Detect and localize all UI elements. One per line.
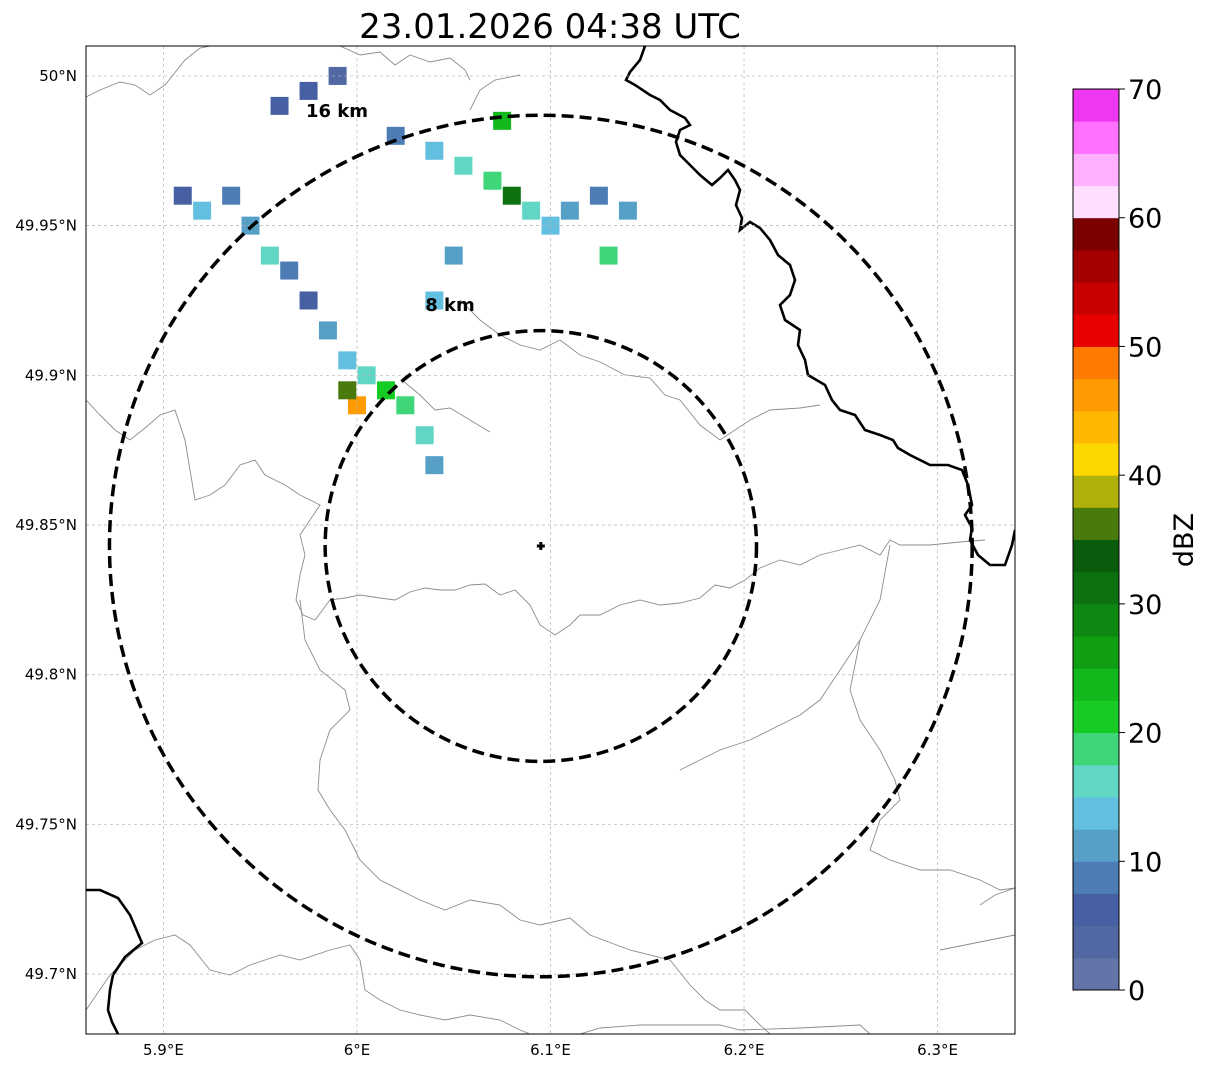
- colorbar-segment: [1073, 153, 1119, 187]
- reflectivity-cell: [599, 246, 618, 265]
- colorbar-segment: [1073, 764, 1119, 798]
- colorbar-tick-label: 10: [1128, 847, 1162, 878]
- colorbar-segment: [1073, 957, 1119, 991]
- map-frame-ticks: [86, 46, 1015, 1034]
- reflectivity-cell: [299, 291, 318, 310]
- reflectivity-cell: [444, 246, 463, 265]
- colorbar-segment: [1073, 732, 1119, 766]
- reflectivity-cell: [222, 186, 241, 205]
- colorbar-segment: [1073, 668, 1119, 701]
- reflectivity-cell: [357, 366, 376, 385]
- colorbar-segment: [1073, 217, 1119, 251]
- colorbar-ticks: 0 10 20 30 40 50 60 70: [1119, 75, 1162, 1007]
- reflectivity-cell: [338, 351, 357, 370]
- ring-label-16km: 16 km: [306, 101, 368, 122]
- reflectivity-cell: [338, 381, 357, 400]
- colorbar-segment: [1073, 410, 1119, 444]
- colorbar-tick-label: 20: [1128, 719, 1162, 750]
- colorbar: 0 10 20 30 40 50 60 70 dBZ: [1072, 75, 1200, 1007]
- colorbar-segment: [1073, 346, 1119, 380]
- reflectivity-cell: [589, 186, 608, 205]
- admin-boundaries: [86, 46, 1015, 1034]
- reflectivity-cell: [425, 141, 444, 160]
- colorbar-tick-label: 60: [1128, 204, 1162, 235]
- lat-tick-label: 49.75°N: [15, 815, 77, 833]
- range-rings: [107, 113, 974, 979]
- colorbar-segment: [1073, 539, 1119, 573]
- longitude-ticks: 5.9°E 6°E 6.1°E 6.2°E 6.3°E: [143, 1041, 958, 1059]
- reflectivity-cell: [193, 201, 212, 220]
- radar-site-marker: [536, 541, 545, 550]
- lon-tick-label: 6.2°E: [724, 1041, 765, 1059]
- colorbar-segment: [1073, 636, 1119, 669]
- map-area: 16 km 8 km: [85, 45, 1016, 1035]
- colorbar-tick-label: 40: [1128, 461, 1162, 492]
- colorbar-segment: [1073, 185, 1119, 219]
- reflectivity-cell: [280, 261, 299, 280]
- colorbar-tick-label: 70: [1128, 75, 1162, 106]
- lat-tick-label: 49.8°N: [25, 666, 77, 684]
- colorbar-segment: [1073, 925, 1119, 959]
- reflectivity-cell: [454, 156, 473, 175]
- latitude-ticks: 50°N 49.95°N 49.9°N 49.85°N 49.8°N 49.75°N 49.…: [15, 67, 77, 983]
- lon-tick-label: 6°E: [344, 1041, 371, 1059]
- colorbar-segment: [1073, 829, 1119, 862]
- map-title: 23.01.2026 04:38 UTC: [359, 7, 741, 47]
- reflectivity-cell: [425, 456, 444, 475]
- colorbar-segment: [1073, 700, 1119, 734]
- lat-tick-label: 50°N: [39, 67, 77, 85]
- lon-tick-label: 5.9°E: [143, 1041, 184, 1059]
- colorbar-label: dBZ: [1169, 513, 1200, 567]
- colorbar-tick-label: 50: [1128, 332, 1162, 363]
- colorbar-segments: [1073, 89, 1119, 991]
- reflectivity-cell: [502, 186, 521, 205]
- reflectivity-cell: [376, 381, 395, 400]
- reflectivity-cell: [270, 96, 289, 115]
- colorbar-segment: [1073, 507, 1119, 540]
- lon-tick-label: 6.1°E: [530, 1041, 571, 1059]
- colorbar-segment: [1073, 796, 1119, 830]
- reflectivity-layer: [173, 66, 637, 475]
- ring-label-8km: 8 km: [425, 295, 475, 316]
- colorbar-segment: [1073, 442, 1119, 476]
- colorbar-tick-label: 30: [1128, 590, 1162, 621]
- reflectivity-cell: [522, 201, 541, 220]
- colorbar-segment: [1073, 571, 1119, 605]
- reflectivity-cell: [493, 111, 512, 130]
- colorbar-segment: [1073, 603, 1119, 637]
- reflectivity-cell: [260, 246, 279, 265]
- colorbar-frame: [1072, 88, 1120, 991]
- colorbar-segment: [1073, 378, 1119, 412]
- lon-tick-label: 6.3°E: [917, 1041, 958, 1059]
- colorbar-segment: [1073, 893, 1119, 927]
- lat-tick-label: 49.7°N: [25, 965, 77, 983]
- colorbar-segment: [1073, 314, 1119, 347]
- colorbar-segment: [1073, 89, 1119, 122]
- lat-tick-label: 49.95°N: [15, 217, 77, 235]
- colorbar-segment: [1073, 475, 1119, 508]
- reflectivity-cell: [328, 66, 347, 85]
- colorbar-segment: [1073, 249, 1119, 283]
- reflectivity-cell: [425, 291, 444, 310]
- reflectivity-cell: [483, 171, 502, 190]
- colorbar-segment: [1073, 121, 1119, 154]
- range-ring: [323, 328, 759, 764]
- lat-tick-label: 49.85°N: [15, 516, 77, 534]
- colorbar-segment: [1073, 861, 1119, 894]
- reflectivity-cell: [618, 201, 637, 220]
- reflectivity-cell: [396, 396, 415, 415]
- lat-tick-label: 49.9°N: [25, 366, 77, 384]
- reflectivity-cell: [173, 186, 192, 205]
- reflectivity-cell: [415, 426, 434, 445]
- colorbar-tick-label: 0: [1128, 976, 1145, 1007]
- map-axes-frame: [85, 45, 1016, 1035]
- reflectivity-cell: [560, 201, 579, 220]
- colorbar-segment: [1073, 282, 1119, 315]
- reflectivity-cell: [347, 396, 366, 415]
- reflectivity-cell: [299, 81, 318, 100]
- range-ring: [107, 113, 974, 979]
- reflectivity-cell: [318, 321, 337, 340]
